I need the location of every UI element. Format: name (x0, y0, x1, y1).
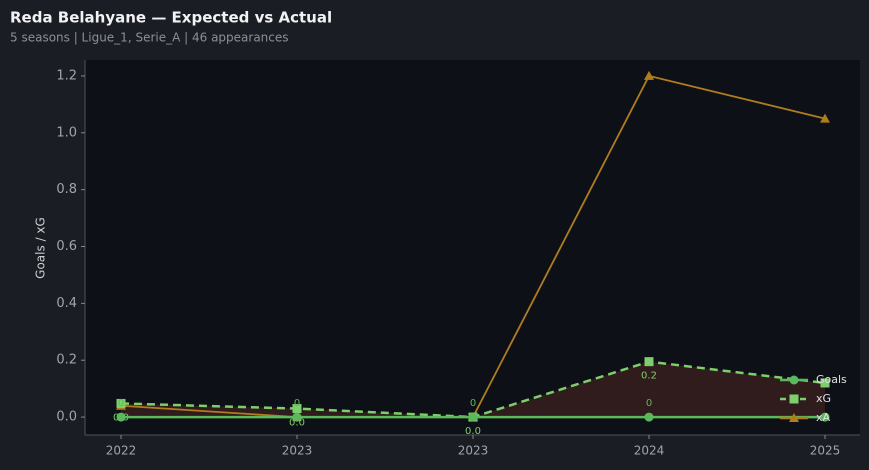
value-label: 0 (294, 398, 300, 409)
point (116, 398, 126, 408)
chart-title: Reda Belahyane — Expected vs Actual (10, 9, 332, 27)
legend-label: xG (816, 392, 831, 405)
point (644, 70, 654, 80)
value-label: 0.2 (641, 371, 657, 382)
y-tick-label: 0.8 (56, 182, 77, 197)
y-tick-label: 0.4 (56, 296, 77, 311)
x-tick-label: 2023 (282, 444, 313, 458)
point (116, 412, 126, 422)
point (820, 113, 830, 123)
legend-marker (789, 375, 799, 385)
legend-marker (789, 413, 799, 422)
point (644, 357, 654, 367)
value-label: 0 (646, 398, 652, 409)
x-tick-label: 2025 (810, 444, 841, 458)
y-tick-label: 1.2 (56, 68, 77, 83)
legend-label: xA (816, 411, 831, 424)
chart-subtitle: 5 seasons | Ligue_1, Serie_A | 46 appear… (10, 31, 289, 45)
legend-label: Goals (816, 373, 847, 386)
point (292, 404, 302, 414)
point (820, 412, 830, 422)
value-label: 0.0 (465, 426, 481, 437)
area-fill (121, 361, 825, 418)
x-tick-label: 2024 (634, 444, 665, 458)
point (820, 378, 830, 388)
y-axis-label: Goals / xG (34, 217, 48, 279)
y-tick-label: 0.0 (56, 410, 77, 425)
y-tick-label: 0.6 (56, 239, 77, 254)
value-label: 0.0 (289, 418, 305, 429)
legend-marker (789, 394, 799, 404)
value-label: 0 (118, 398, 124, 409)
y-tick-label: 0.2 (56, 353, 77, 368)
point (292, 412, 302, 422)
x-tick-label: 2022 (106, 444, 137, 458)
value-label: 0 (470, 398, 476, 409)
x-tick-label: 2023 (458, 444, 489, 458)
point (468, 412, 478, 422)
point (644, 412, 654, 422)
y-tick-label: 1.0 (56, 125, 77, 140)
